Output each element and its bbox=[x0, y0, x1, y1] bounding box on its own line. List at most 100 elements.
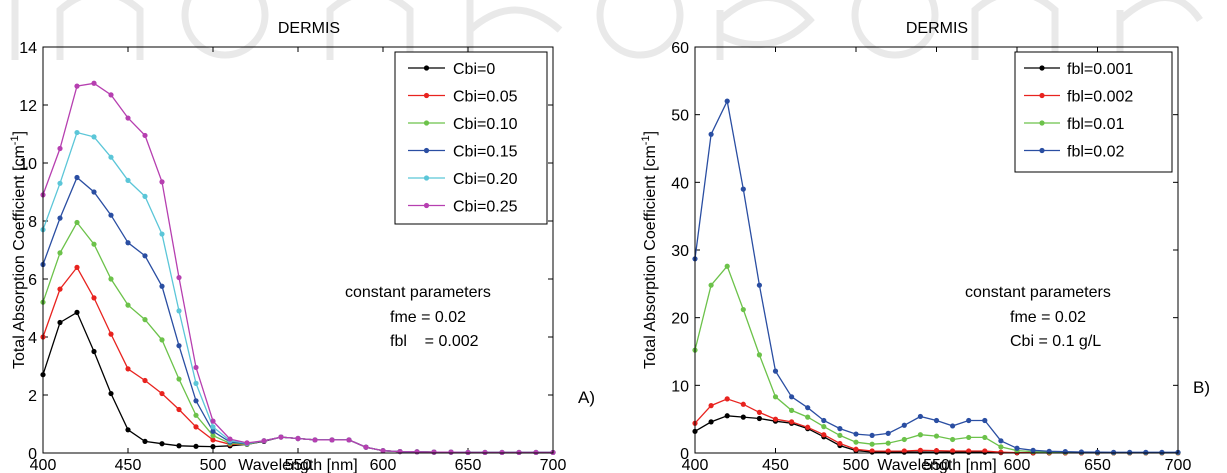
data-point bbox=[917, 413, 923, 420]
data-point bbox=[57, 180, 63, 186]
legend-marker bbox=[423, 147, 430, 154]
data-point bbox=[176, 274, 182, 281]
y-axis-label: Total Absorption Coefficient [cm-1] bbox=[9, 131, 28, 369]
y-tick-label: 10 bbox=[671, 378, 689, 395]
legend-marker bbox=[423, 202, 430, 209]
data-point bbox=[756, 352, 762, 358]
absorption-chart-a: DERMIS 400 450 500 550 600 650 70002468101214 … bbox=[9, 20, 595, 473]
data-point bbox=[708, 403, 714, 409]
data-point bbox=[74, 219, 80, 226]
data-point bbox=[74, 264, 80, 270]
data-point bbox=[142, 377, 148, 384]
data-point bbox=[1078, 449, 1084, 455]
legend: Cbi=0 Cbi=0.05 Cbi=0.10 Cbi=0.15 Cbi=0.20 Cbi… bbox=[394, 51, 548, 225]
data-point bbox=[805, 424, 811, 430]
y-tick-label: 6 bbox=[28, 272, 37, 289]
data-point bbox=[108, 92, 114, 98]
data-point bbox=[789, 394, 795, 400]
legend-marker bbox=[423, 92, 430, 99]
data-point bbox=[533, 449, 539, 456]
x-tick-label: 650 bbox=[455, 457, 482, 473]
data-point bbox=[756, 282, 762, 288]
data-point bbox=[176, 308, 182, 314]
legend-marker bbox=[423, 175, 430, 181]
data-point bbox=[125, 177, 131, 183]
data-point bbox=[1014, 445, 1020, 451]
data-point bbox=[125, 366, 131, 372]
data-point bbox=[805, 405, 811, 411]
data-point bbox=[499, 449, 505, 456]
legend-marker bbox=[423, 65, 430, 71]
data-point bbox=[516, 449, 522, 456]
y-tick-label: 14 bbox=[19, 40, 37, 57]
legend-marker bbox=[423, 120, 430, 126]
data-point bbox=[74, 129, 80, 136]
data-point bbox=[57, 250, 63, 256]
legend-label: Cbi=0.25 bbox=[453, 199, 518, 216]
data-point bbox=[853, 439, 859, 445]
data-point bbox=[869, 432, 875, 439]
data-point bbox=[966, 434, 972, 441]
legend-marker bbox=[1039, 65, 1045, 71]
data-point bbox=[210, 418, 216, 424]
data-point bbox=[91, 295, 97, 301]
data-point bbox=[448, 449, 454, 455]
data-point bbox=[917, 447, 923, 453]
data-point bbox=[176, 343, 182, 349]
data-point bbox=[57, 215, 63, 221]
data-point bbox=[853, 431, 859, 437]
y-tick-label: 40 bbox=[671, 175, 689, 192]
data-point bbox=[363, 444, 369, 450]
tick-group: 400 450 500 550 600 650 700 0 10 20 30 40 50 60 bbox=[671, 40, 1191, 473]
data-point bbox=[176, 376, 182, 382]
annotation-line: constant parameters bbox=[965, 284, 1111, 301]
data-point bbox=[1127, 449, 1133, 455]
data-point bbox=[261, 438, 267, 444]
y-tick-label: 20 bbox=[671, 311, 689, 328]
panel-label: A) bbox=[578, 388, 595, 407]
data-point bbox=[772, 416, 779, 422]
data-point bbox=[821, 424, 827, 430]
data-point bbox=[159, 441, 165, 447]
data-point bbox=[176, 443, 182, 449]
data-point bbox=[740, 306, 746, 313]
data-point bbox=[708, 131, 714, 137]
data-point bbox=[108, 276, 114, 282]
legend-entries: Cbi=0 Cbi=0.05 Cbi=0.10 Cbi=0.15 Cbi=0.20 Cbi… bbox=[408, 61, 518, 216]
data-point bbox=[227, 436, 233, 442]
data-point bbox=[125, 302, 131, 308]
data-point bbox=[210, 433, 216, 439]
y-tick-label: 0 bbox=[28, 446, 37, 463]
legend-box bbox=[394, 51, 548, 225]
data-point bbox=[950, 448, 956, 454]
data-point bbox=[772, 394, 779, 400]
y-tick-label: 8 bbox=[28, 214, 37, 231]
y-tick-label: 10 bbox=[19, 156, 37, 173]
x-tick-label: 400 bbox=[30, 457, 57, 473]
data-point bbox=[933, 447, 940, 454]
y-tick-label: 50 bbox=[671, 108, 689, 125]
data-point bbox=[210, 428, 216, 434]
series-line bbox=[694, 398, 1178, 454]
data-point bbox=[176, 406, 182, 413]
data-point bbox=[278, 434, 284, 440]
data-point bbox=[837, 432, 843, 439]
data-point bbox=[108, 212, 114, 218]
legend-entries: fbl=0.001 fbl=0.002 fbl=0.01 fbl=0.02 bbox=[1024, 61, 1133, 161]
legend-marker bbox=[1039, 92, 1045, 99]
series-group bbox=[40, 80, 556, 456]
y-tick-label: 4 bbox=[28, 330, 37, 347]
data-point bbox=[125, 115, 131, 121]
data-point bbox=[805, 414, 811, 420]
data-point bbox=[998, 444, 1004, 450]
data-point bbox=[312, 437, 318, 443]
data-point bbox=[159, 179, 165, 185]
tick-group: 400 450 500 550 600 650 700 0 2 4 6 8 10 12 14 bbox=[19, 40, 566, 473]
y-tick-label: 30 bbox=[671, 243, 689, 260]
data-point bbox=[108, 331, 114, 337]
x-tick-label: 600 bbox=[1004, 457, 1031, 473]
data-point bbox=[142, 438, 148, 444]
data-point bbox=[950, 423, 956, 429]
data-point bbox=[740, 186, 746, 192]
data-point bbox=[108, 390, 114, 397]
